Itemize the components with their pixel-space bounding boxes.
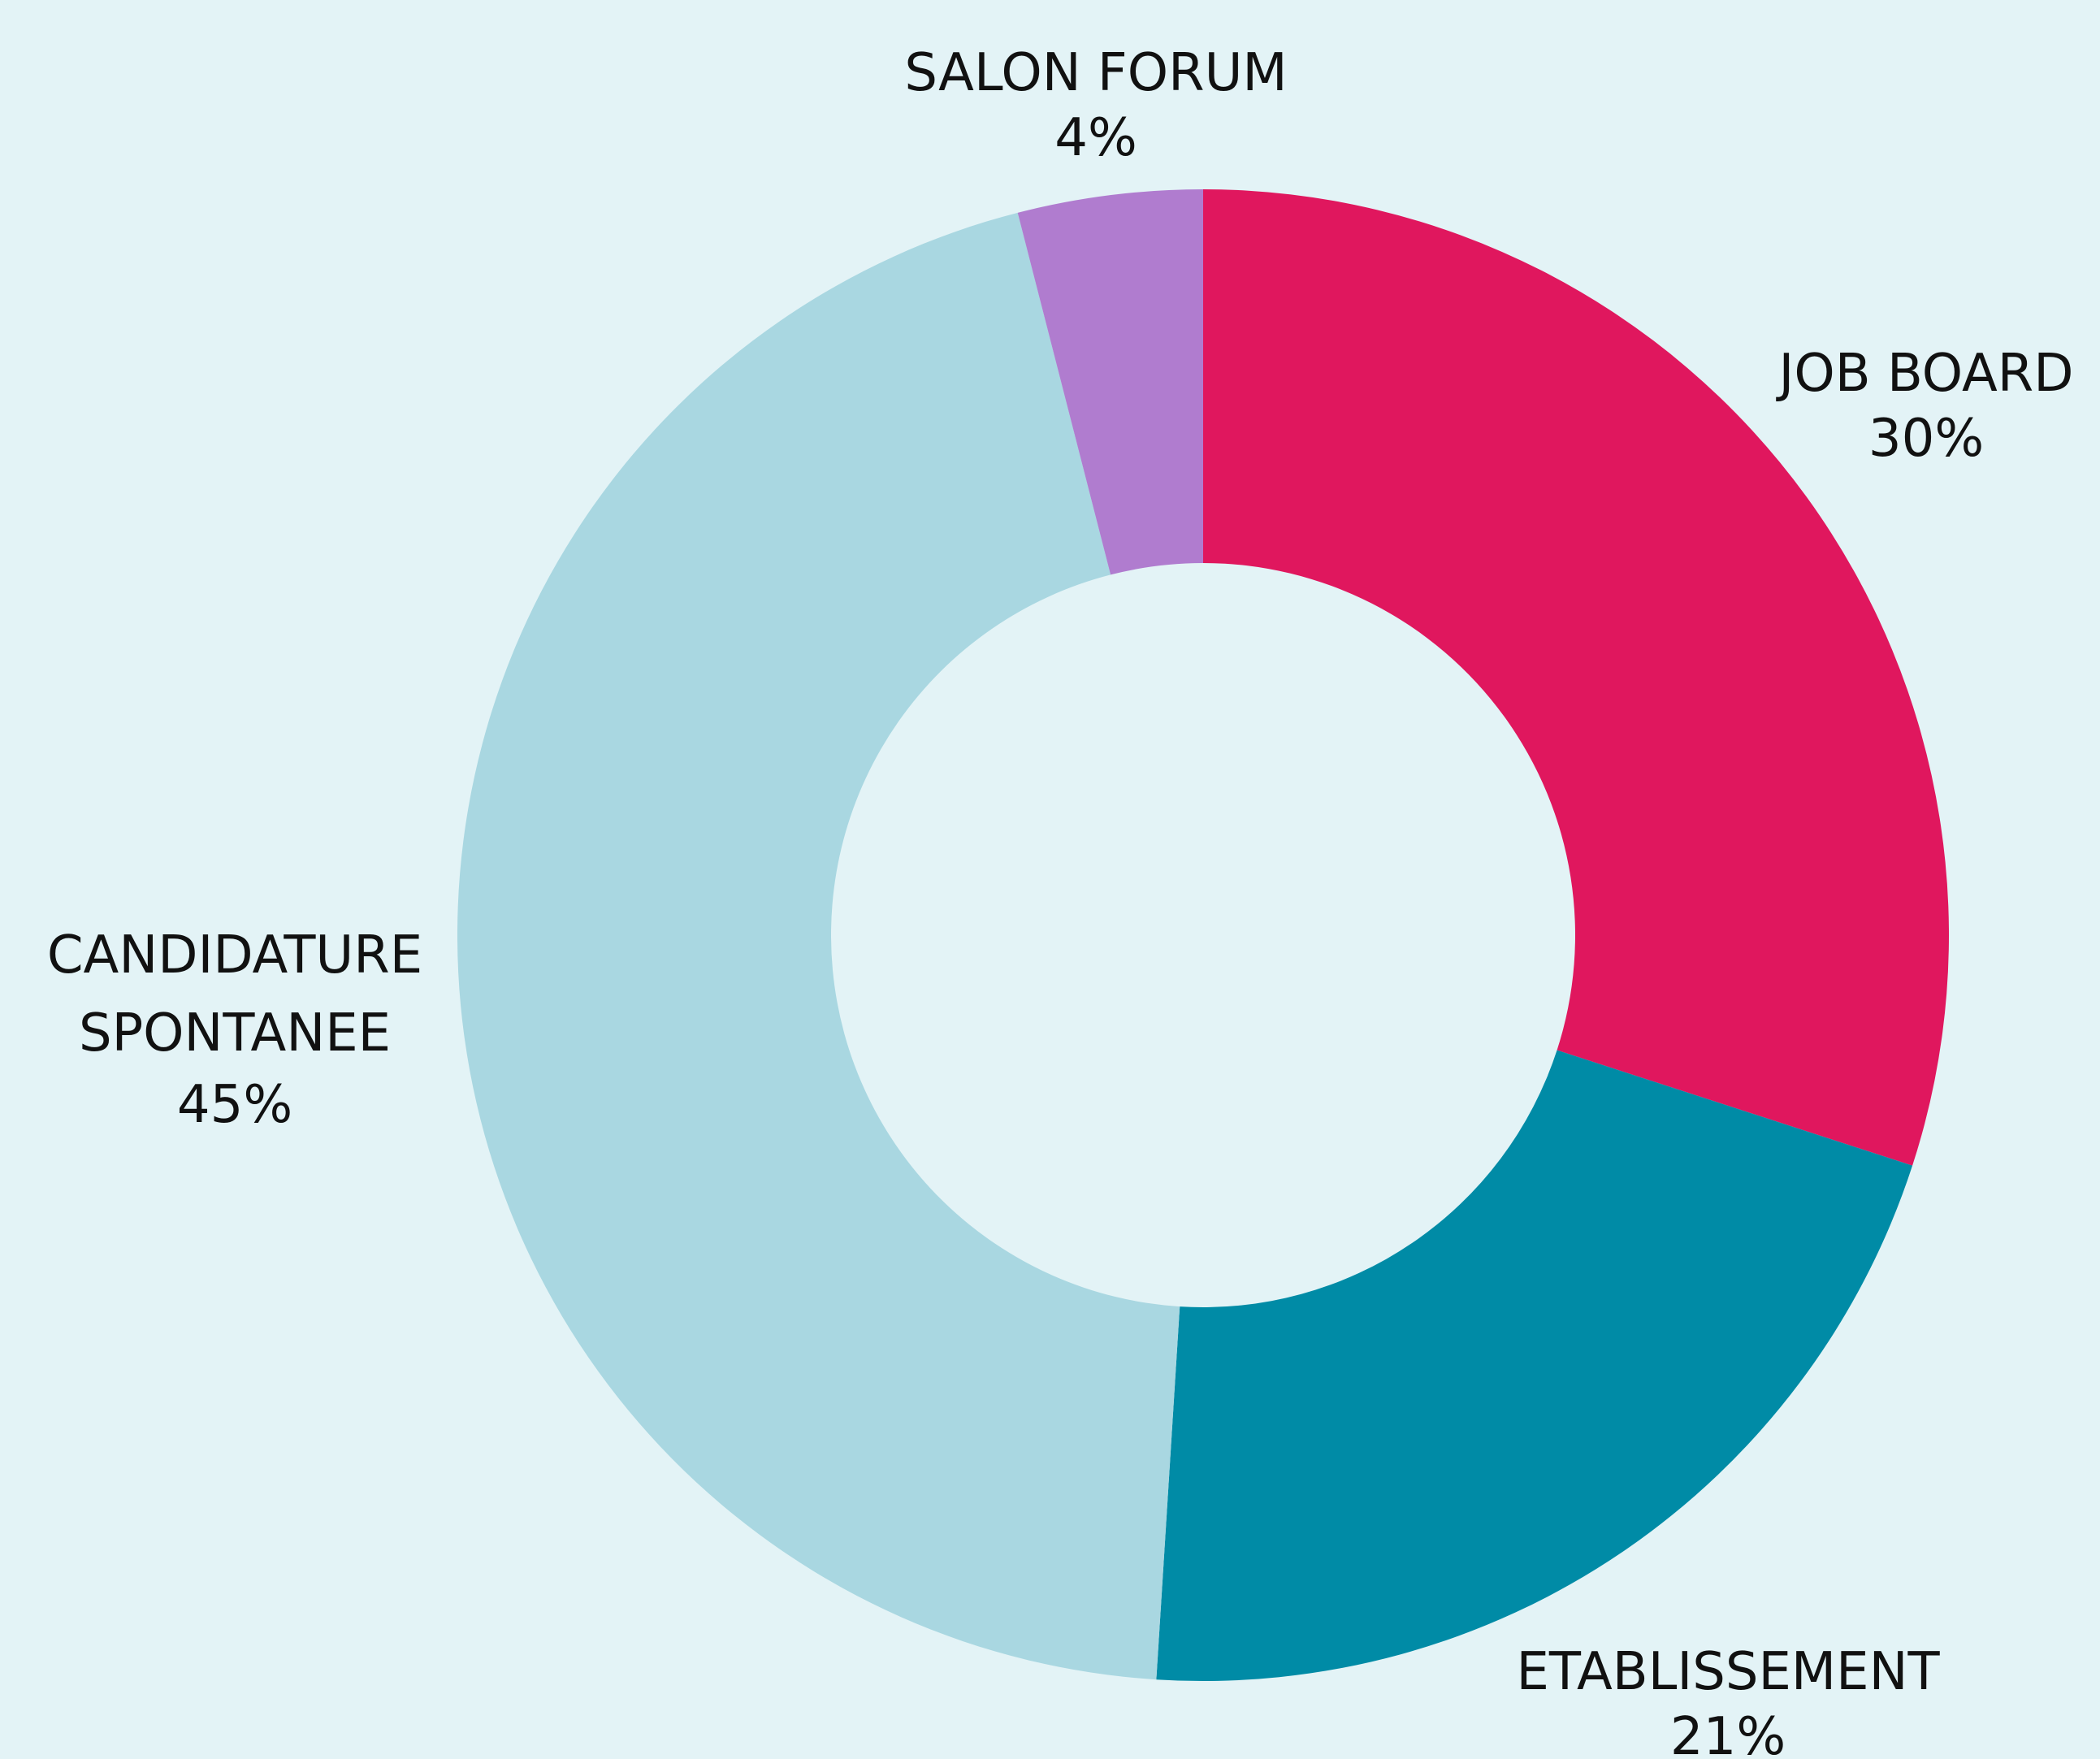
donut-slice	[457, 212, 1180, 1680]
slice-label: JOB BOARD 30%	[1778, 341, 2073, 471]
donut-slice	[1156, 1050, 1913, 1681]
category-label: CANDIDATURE SPONTANEE	[46, 925, 423, 1064]
category-label: SALON FORUM	[904, 43, 1288, 103]
value-label: 4%	[1054, 108, 1137, 168]
value-label: 45%	[176, 1075, 293, 1135]
slice-label: ETABLISSEMENT 21%	[1516, 1640, 1939, 1759]
category-label: ETABLISSEMENT	[1516, 1642, 1940, 1702]
slice-label: CANDIDATURE SPONTANEE 45%	[32, 916, 438, 1137]
donut-slice	[1203, 189, 1949, 1166]
donut-slice	[1017, 189, 1203, 575]
value-label: 21%	[1669, 1707, 1786, 1759]
value-label: 30%	[1868, 409, 1985, 469]
slice-label: SALON FORUM 4%	[904, 41, 1287, 171]
category-label: JOB BOARD	[1778, 344, 2074, 404]
